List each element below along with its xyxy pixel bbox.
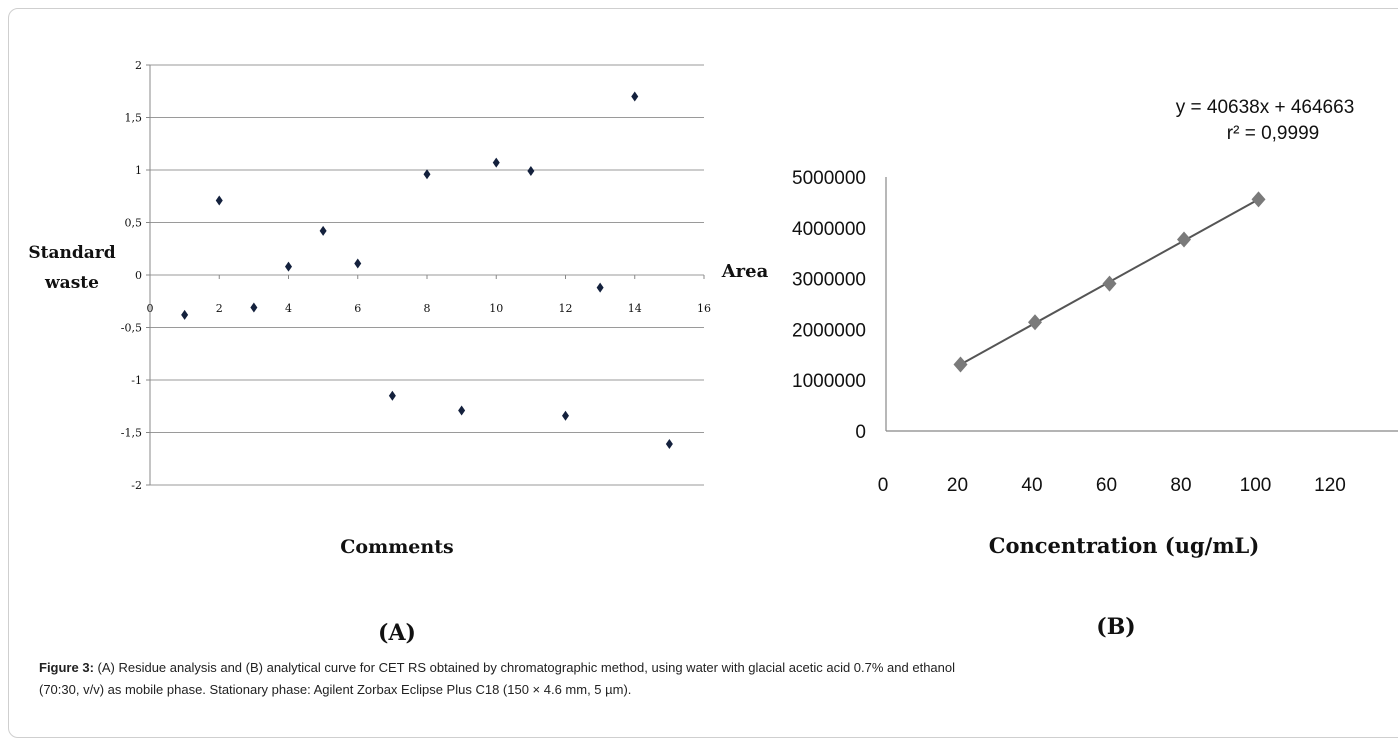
panel-a-x-tick-label: 8	[424, 302, 431, 315]
caption-text-1: (A) Residue analysis and (B) analytical …	[93, 660, 955, 675]
panel-b-x-tick-label: 80	[1170, 475, 1191, 496]
panel-a-y-label-line1: Standard	[28, 243, 115, 263]
panel-b-point	[1102, 275, 1117, 292]
panel-b-equation: y = 40638x + 464663	[1176, 97, 1355, 118]
panel-a-x-tick-label: 16	[697, 302, 711, 315]
panel-b-x-tick-label: 40	[1021, 475, 1042, 496]
panel-a-point	[631, 91, 639, 102]
panel-a-y-tick-label: 0	[135, 269, 142, 282]
panel-a-point	[285, 261, 292, 272]
panel-b-point	[953, 356, 968, 373]
panel-a-x-tick-labels: 0 2 4 6 8 10 12 14 16	[147, 275, 711, 315]
panel-b-label: (B)	[1096, 614, 1135, 640]
panel-b-y-label: Area	[721, 261, 769, 282]
panel-a-point	[181, 309, 189, 320]
caption-line-1: Figure 3: (A) Residue analysis and (B) a…	[39, 657, 1398, 679]
panel-b-y-tick-label: 0	[855, 422, 866, 443]
panel-a-y-tick-label: 1,5	[125, 112, 143, 125]
caption-label: Figure 3:	[39, 660, 94, 675]
panel-b-calibration-curve: 5000000 4000000 3000000 2000000 1000000 0 0 20…	[721, 97, 1398, 640]
panel-a-x-tick-label: 12	[559, 302, 573, 315]
panel-a-x-tick-label: 2	[216, 302, 223, 315]
panel-a-x-tick-label: 0	[147, 302, 154, 315]
figure-caption: Figure 3: (A) Residue analysis and (B) a…	[39, 657, 1398, 701]
panel-b-point	[1028, 314, 1042, 331]
panel-a-point	[665, 439, 673, 450]
panel-a-y-tick-label: -0,5	[121, 322, 142, 335]
panel-b-y-tick-label: 3000000	[792, 270, 866, 291]
panel-a-y-tick-label: -2	[131, 479, 142, 492]
panel-a-y-tick-label: 2	[135, 59, 142, 72]
panel-b-x-tick-label: 0	[878, 475, 889, 496]
panel-a-point	[388, 390, 396, 401]
panel-a-y-tick-label: -1,5	[121, 427, 142, 440]
panel-a-point	[527, 166, 535, 177]
panel-b-y-tick-labels: 5000000 4000000 3000000 2000000 1000000 0	[792, 168, 866, 443]
panel-a-point	[562, 410, 569, 421]
panel-a-point	[250, 302, 258, 313]
panel-a-point	[492, 157, 500, 168]
panel-b-y-tick-label: 1000000	[792, 371, 866, 392]
panel-a-x-label: Comments	[340, 536, 453, 558]
panel-a-gridlines	[146, 64, 704, 486]
panel-a-x-tick-label: 6	[354, 302, 361, 315]
panel-b-y-tick-label: 5000000	[792, 168, 866, 189]
panel-b-x-tick-label: 20	[947, 475, 968, 496]
panel-a-point	[596, 282, 604, 293]
panel-a-point	[354, 258, 362, 269]
panel-b-y-tick-label: 2000000	[792, 320, 866, 341]
panel-b-x-tick-labels: 0 20 40 60 80 100 120	[878, 475, 1346, 496]
panel-a-point	[458, 405, 466, 416]
panel-b-x-tick-label: 60	[1096, 475, 1117, 496]
panel-b-point	[1177, 231, 1191, 248]
panel-a-y-tick-label: 1	[135, 164, 142, 177]
panel-a-y-label-line2: waste	[44, 273, 99, 293]
panel-a-point	[423, 169, 431, 180]
panel-b-x-tick-label: 100	[1240, 475, 1272, 496]
panel-b-r-squared: r² = 0,9999	[1227, 123, 1319, 144]
panel-a-point	[215, 195, 223, 206]
panel-b-x-label: Concentration (ug/mL)	[989, 533, 1260, 558]
panel-a-y-tick-label: -1	[131, 374, 142, 387]
panel-a-residue-plot: 2 1,5 1 0,5 0 -0,5 -1 -1,5 -2 0 2 4 6 8 10 12 14 16 Stan…	[28, 59, 711, 646]
panel-a-x-tick-label: 4	[285, 302, 292, 315]
panel-a-y-tick-label: 0,5	[125, 217, 143, 230]
panel-b-x-tick-label: 120	[1314, 475, 1346, 496]
panel-a-data-points	[181, 91, 673, 450]
panel-b-y-tick-label: 4000000	[792, 219, 866, 240]
panel-a-point	[319, 225, 327, 236]
panel-a-y-tick-labels: 2 1,5 1 0,5 0 -0,5 -1 -1,5 -2	[121, 59, 142, 492]
caption-line-2: (70:30, v/v) as mobile phase. Stationary…	[39, 682, 632, 697]
figure-frame	[8, 8, 1398, 738]
panel-a-label: (A)	[378, 620, 416, 646]
panel-a-x-tick-label: 10	[489, 302, 503, 315]
panel-b-point	[1251, 191, 1266, 208]
panel-b-data-points	[953, 191, 1266, 373]
panel-a-x-tick-label: 14	[628, 302, 642, 315]
